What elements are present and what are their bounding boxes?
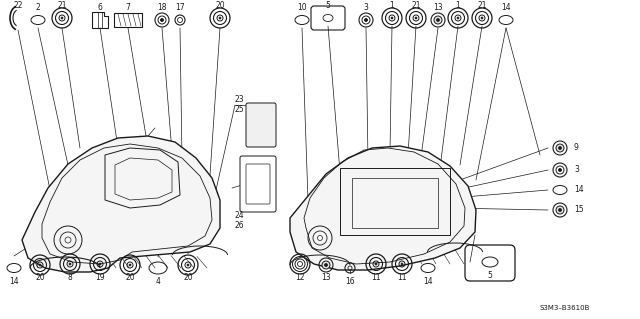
Circle shape [434, 16, 442, 24]
Circle shape [161, 19, 163, 21]
Text: 21: 21 [57, 1, 67, 10]
Text: 2: 2 [36, 3, 40, 11]
Text: 21: 21 [477, 1, 487, 10]
Circle shape [391, 17, 393, 19]
Text: 14: 14 [9, 277, 19, 286]
Text: 20: 20 [125, 273, 135, 283]
Text: 26: 26 [234, 220, 244, 229]
Circle shape [556, 206, 564, 214]
Text: S3M3–B3610B: S3M3–B3610B [540, 305, 590, 311]
Circle shape [559, 168, 561, 172]
Text: 16: 16 [345, 277, 355, 286]
Text: 19: 19 [95, 272, 105, 281]
Text: 15: 15 [574, 205, 584, 214]
Text: 14: 14 [574, 186, 584, 195]
Text: 14: 14 [501, 3, 511, 11]
Text: 5: 5 [488, 271, 492, 279]
Circle shape [436, 19, 440, 21]
Circle shape [99, 263, 101, 265]
Polygon shape [290, 146, 476, 270]
Text: 11: 11 [397, 272, 407, 281]
Text: 5: 5 [326, 1, 330, 10]
Text: 11: 11 [371, 272, 381, 281]
Text: 9: 9 [574, 144, 579, 152]
Text: 3: 3 [574, 166, 579, 174]
Text: 17: 17 [175, 3, 185, 11]
Text: 4: 4 [156, 277, 161, 286]
Text: 6: 6 [97, 3, 102, 11]
Circle shape [375, 263, 377, 265]
Circle shape [457, 17, 459, 19]
Text: 1: 1 [456, 1, 460, 10]
Circle shape [559, 146, 561, 150]
Circle shape [556, 144, 564, 152]
Circle shape [61, 17, 63, 19]
Circle shape [187, 264, 189, 266]
Polygon shape [22, 136, 220, 272]
Text: 14: 14 [423, 277, 433, 286]
Text: 24: 24 [234, 211, 244, 219]
Text: 20: 20 [35, 273, 45, 283]
Text: 3: 3 [364, 3, 369, 11]
Circle shape [415, 17, 417, 19]
Circle shape [322, 261, 330, 269]
Text: 20: 20 [183, 273, 193, 283]
Circle shape [129, 264, 131, 266]
Text: 8: 8 [68, 272, 72, 281]
Circle shape [324, 263, 328, 266]
Text: 25: 25 [234, 106, 244, 115]
Circle shape [219, 17, 221, 19]
FancyBboxPatch shape [240, 156, 276, 212]
Text: 18: 18 [157, 3, 167, 11]
Text: 20: 20 [215, 1, 225, 10]
Text: 23: 23 [234, 95, 244, 105]
Circle shape [401, 263, 403, 265]
Circle shape [69, 263, 71, 265]
Text: 7: 7 [125, 3, 131, 11]
Circle shape [39, 264, 41, 266]
Text: 13: 13 [321, 273, 331, 283]
Text: 13: 13 [433, 3, 443, 11]
Circle shape [481, 17, 483, 19]
Circle shape [559, 209, 561, 211]
Text: 1: 1 [390, 1, 394, 10]
Text: 21: 21 [412, 1, 420, 10]
Circle shape [365, 19, 367, 21]
Text: 12: 12 [295, 272, 305, 281]
Text: 22: 22 [13, 1, 23, 10]
FancyBboxPatch shape [246, 103, 276, 147]
Text: 10: 10 [297, 3, 307, 11]
